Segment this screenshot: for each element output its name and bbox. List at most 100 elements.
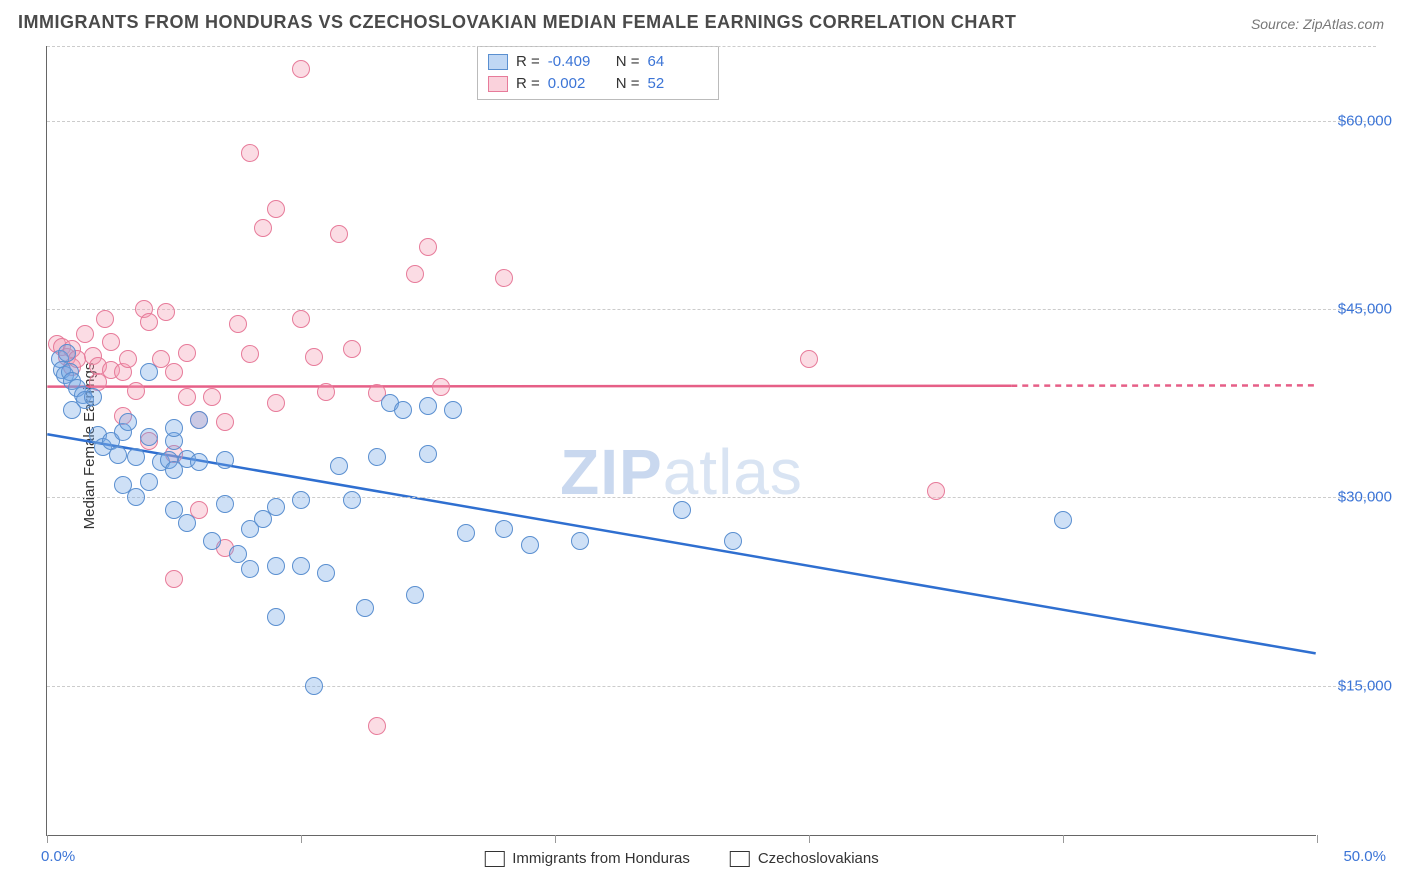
data-point bbox=[241, 144, 259, 162]
x-axis-min: 0.0% bbox=[41, 848, 75, 865]
data-point bbox=[521, 536, 539, 554]
data-point bbox=[84, 388, 102, 406]
data-point bbox=[165, 419, 183, 437]
data-point bbox=[305, 348, 323, 366]
data-point bbox=[267, 200, 285, 218]
legend-item-a: Immigrants from Honduras bbox=[484, 850, 690, 867]
data-point bbox=[127, 488, 145, 506]
legend-r-value-a: -0.409 bbox=[548, 51, 608, 73]
data-point bbox=[140, 473, 158, 491]
legend-r-label-b: R = bbox=[516, 73, 540, 95]
data-point bbox=[203, 388, 221, 406]
gridline-h bbox=[47, 686, 1376, 687]
x-tick bbox=[809, 835, 810, 843]
legend-stats-row-b: R = 0.002 N = 52 bbox=[488, 73, 708, 95]
legend-n-label-a: N = bbox=[616, 51, 640, 73]
legend-swatch-b bbox=[488, 76, 508, 92]
legend-stats: R = -0.409 N = 64 R = 0.002 N = 52 bbox=[477, 46, 719, 100]
data-point bbox=[330, 457, 348, 475]
data-point bbox=[495, 520, 513, 538]
gridline-h bbox=[47, 121, 1376, 122]
data-point bbox=[406, 265, 424, 283]
data-point bbox=[216, 495, 234, 513]
x-tick bbox=[1063, 835, 1064, 843]
data-point bbox=[119, 413, 137, 431]
chart-plot-area: ZIPatlas R = -0.409 N = 64 R = 0.002 N =… bbox=[46, 46, 1316, 836]
data-point bbox=[267, 394, 285, 412]
x-tick bbox=[301, 835, 302, 843]
data-point bbox=[419, 445, 437, 463]
data-point bbox=[394, 401, 412, 419]
data-point bbox=[96, 310, 114, 328]
chart-title: IMMIGRANTS FROM HONDURAS VS CZECHOSLOVAK… bbox=[18, 12, 1016, 33]
data-point bbox=[267, 557, 285, 575]
x-tick bbox=[47, 835, 48, 843]
source-attribution: Source: ZipAtlas.com bbox=[1251, 16, 1384, 32]
data-point bbox=[216, 451, 234, 469]
data-point bbox=[292, 557, 310, 575]
y-tick-label: $60,000 bbox=[1338, 113, 1392, 130]
data-point bbox=[178, 344, 196, 362]
data-point bbox=[58, 344, 76, 362]
data-point bbox=[140, 363, 158, 381]
data-point bbox=[178, 388, 196, 406]
data-point bbox=[165, 363, 183, 381]
data-point bbox=[330, 225, 348, 243]
data-point bbox=[292, 60, 310, 78]
data-point bbox=[157, 303, 175, 321]
data-point bbox=[368, 448, 386, 466]
data-point bbox=[127, 382, 145, 400]
data-point bbox=[241, 560, 259, 578]
legend-stats-row-a: R = -0.409 N = 64 bbox=[488, 51, 708, 73]
data-point bbox=[1054, 511, 1072, 529]
data-point bbox=[216, 413, 234, 431]
legend-swatch-b2 bbox=[730, 851, 750, 867]
data-point bbox=[444, 401, 462, 419]
data-point bbox=[190, 411, 208, 429]
gridline-h bbox=[47, 497, 1376, 498]
data-point bbox=[203, 532, 221, 550]
legend-n-value-a: 64 bbox=[648, 51, 708, 73]
trend-lines bbox=[47, 46, 1316, 835]
legend-swatch-a bbox=[488, 54, 508, 70]
data-point bbox=[292, 310, 310, 328]
data-point bbox=[927, 482, 945, 500]
data-point bbox=[76, 325, 94, 343]
data-point bbox=[190, 453, 208, 471]
data-point bbox=[305, 677, 323, 695]
legend-r-label-a: R = bbox=[516, 51, 540, 73]
legend-r-value-b: 0.002 bbox=[548, 73, 608, 95]
x-tick bbox=[555, 835, 556, 843]
data-point bbox=[165, 570, 183, 588]
data-point bbox=[119, 350, 137, 368]
x-tick bbox=[1317, 835, 1318, 843]
data-point bbox=[140, 428, 158, 446]
y-tick-label: $15,000 bbox=[1338, 677, 1392, 694]
data-point bbox=[317, 383, 335, 401]
legend-item-b: Czechoslovakians bbox=[730, 850, 879, 867]
data-point bbox=[109, 446, 127, 464]
data-point bbox=[419, 238, 437, 256]
data-point bbox=[317, 564, 335, 582]
data-point bbox=[724, 532, 742, 550]
source-link[interactable]: ZipAtlas.com bbox=[1303, 16, 1384, 32]
data-point bbox=[140, 313, 158, 331]
legend-n-value-b: 52 bbox=[648, 73, 708, 95]
legend-swatch-a2 bbox=[484, 851, 504, 867]
data-point bbox=[267, 498, 285, 516]
data-point bbox=[800, 350, 818, 368]
legend-series: Immigrants from Honduras Czechoslovakian… bbox=[484, 850, 878, 867]
data-point bbox=[571, 532, 589, 550]
data-point bbox=[229, 315, 247, 333]
data-point bbox=[343, 340, 361, 358]
gridline-h bbox=[47, 46, 1376, 47]
gridline-h bbox=[47, 309, 1376, 310]
data-point bbox=[254, 219, 272, 237]
y-tick-label: $45,000 bbox=[1338, 301, 1392, 318]
data-point bbox=[292, 491, 310, 509]
legend-label-a: Immigrants from Honduras bbox=[512, 850, 690, 867]
data-point bbox=[406, 586, 424, 604]
data-point bbox=[127, 448, 145, 466]
data-point bbox=[102, 333, 120, 351]
source-prefix: Source: bbox=[1251, 16, 1303, 32]
